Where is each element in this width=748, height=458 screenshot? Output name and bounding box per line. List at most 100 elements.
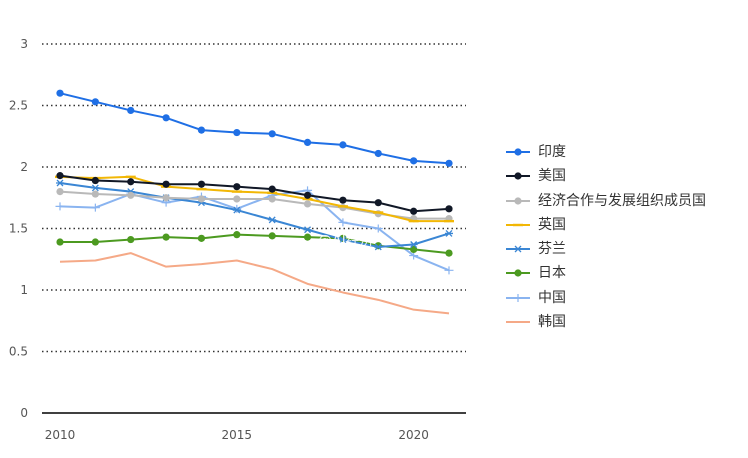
series-6 [56,231,453,257]
data-point [56,172,64,180]
data-point [445,229,453,237]
legend-label: 印度 [538,144,566,160]
series-group [55,89,454,315]
grid-lines [42,43,466,353]
legend-swatch-marker [514,245,522,253]
data-point [197,126,206,134]
data-point [303,138,312,146]
data-point [303,191,312,199]
data-point [409,241,418,248]
data-point [55,202,65,211]
x-axis-ticks: 2010 2015 2020 [45,428,429,442]
legend-item: 芬兰 [504,238,706,262]
series-7 [55,186,454,275]
legend-swatch [506,321,530,324]
legend-item: 经济合作与发展组织成员国 [504,190,706,214]
legend-swatch [506,196,530,205]
data-point [445,205,453,213]
watermark-text: @AI经济 [318,233,374,249]
data-point [374,243,383,251]
legend-item: 印度 [504,141,706,165]
legend-swatch-marker [514,196,522,205]
series-line [59,181,450,248]
series-line [59,92,450,165]
y-tick-label: 0 [20,406,28,420]
data-point [127,178,135,186]
data-point [233,231,241,239]
data-point [303,200,312,208]
legend-swatch [506,148,530,156]
legend-swatch [506,172,530,180]
data-point [197,180,206,188]
legend-item: 韩国 [504,311,706,335]
y-axis-ticks: 0 0.5 1 1.5 2 2.5 3 [9,37,28,420]
data-point [127,106,135,115]
legend-item: 中国 [504,287,706,311]
data-point [338,236,347,244]
data-point [303,226,312,234]
data-point [410,207,418,215]
data-point [56,238,64,246]
data-point [91,98,99,106]
legend-swatch-marker [514,172,522,180]
data-point [339,141,347,149]
series-line [59,189,450,272]
data-point [127,191,135,199]
data-point [444,266,454,275]
data-point [268,232,276,240]
legend-swatch-marker [514,269,522,278]
data-point [268,185,276,193]
data-point [56,89,64,97]
data-point [91,190,99,198]
legend-swatch [506,293,530,302]
legend-label: 经济合作与发展组织成员国 [538,192,706,209]
series-line [59,252,450,315]
series-line [59,175,449,223]
data-point [233,128,241,137]
data-point [162,180,170,188]
data-point [91,238,99,246]
legend-swatch-marker [514,148,522,156]
legend: 印度美国经济合作与发展组织成员国 英国芬兰日本中国韩国 [504,141,706,335]
y-tick-label: 2 [20,160,28,174]
legend-label: 美国 [538,168,566,185]
data-point [56,188,64,196]
data-point [338,218,348,227]
y-tick-label: 0.5 [9,345,28,359]
legend-item: 美国 [504,165,706,189]
legend-label: 韩国 [538,314,566,331]
y-tick-label: 3 [20,37,28,51]
x-tick-label: 2010 [45,428,76,442]
x-tick-label: 2020 [398,428,429,442]
legend-item: 英国 [504,214,706,238]
data-point [374,149,382,158]
series-8 [59,252,450,315]
y-tick-label: 1.5 [9,222,28,236]
data-point [373,224,383,233]
data-point [233,183,241,191]
series-4 [55,175,454,223]
y-tick-label: 1 [20,283,28,297]
data-point [162,114,170,122]
data-point [410,157,418,165]
data-point [339,196,347,204]
legend-swatch [506,223,530,227]
legend-swatch-marker [513,293,523,302]
data-point [197,195,206,203]
data-point [268,130,276,138]
data-point [197,234,206,242]
data-point [445,249,453,257]
data-point [410,245,418,254]
data-point [374,199,382,207]
legend-label: 芬兰 [538,241,566,258]
data-point [162,194,170,202]
data-point [91,184,100,192]
data-point [91,176,99,185]
legend-item: 日本 [504,262,706,286]
legend-label: 中国 [538,289,566,306]
legend-swatch [506,245,530,253]
data-point [233,195,241,203]
data-point [268,195,276,203]
legend-label: 英国 [538,216,566,233]
